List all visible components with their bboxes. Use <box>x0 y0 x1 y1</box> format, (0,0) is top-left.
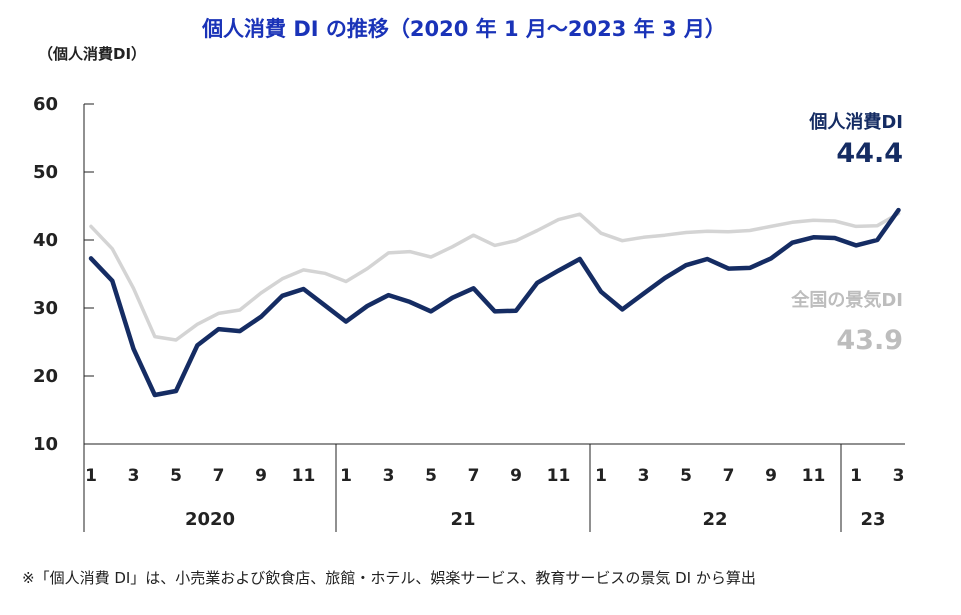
x-tick-label: 9 <box>765 466 777 486</box>
x-axis: 1 3 5 7 9 11 1 3 5 7 9 11 1 3 5 7 9 11 1 3 <box>85 466 904 486</box>
x-tick-label: 9 <box>510 466 522 486</box>
x-tick-label: 5 <box>170 466 182 486</box>
y-tick-label: 60 <box>33 94 58 115</box>
y-tick-label: 20 <box>33 366 58 387</box>
year-label: 21 <box>450 509 475 530</box>
x-tick-label: 7 <box>723 466 735 486</box>
series-line-personal-consumption <box>88 207 901 398</box>
series <box>88 207 901 398</box>
year-label: 2020 <box>185 509 235 530</box>
x-tick-label: 7 <box>468 466 480 486</box>
national-di-last-value: 43.9 <box>836 325 903 356</box>
personal-consumption-last-value: 44.4 <box>836 138 903 169</box>
x-tick-label: 11 <box>292 466 316 486</box>
x-tick-label: 1 <box>595 466 607 486</box>
y-tick-label: 10 <box>33 434 58 455</box>
personal-consumption-series-label: 個人消費DI <box>808 111 903 133</box>
y-tick-label: 30 <box>33 298 58 319</box>
x-tick-label: 11 <box>547 466 571 486</box>
x-tick-label: 1 <box>850 466 862 486</box>
year-label: 23 <box>860 509 885 530</box>
axes <box>83 104 905 532</box>
x-tick-label: 3 <box>383 466 395 486</box>
national-di-series-label: 全国の景気DI <box>790 289 903 311</box>
y-axis-unit-label: （個人消費DI） <box>38 45 146 63</box>
year-label: 22 <box>702 509 727 530</box>
year-axis: 2020 21 22 23 <box>185 444 886 532</box>
series-line-national-di <box>89 211 901 342</box>
x-tick-label: 5 <box>425 466 437 486</box>
x-tick-label: 3 <box>893 466 905 486</box>
x-tick-label: 3 <box>128 466 140 486</box>
x-tick-label: 9 <box>255 466 267 486</box>
footnote: ※「個人消費 DI」は、小売業および飲食店、旅館・ホテル、娯楽サービス、教育サー… <box>22 569 756 587</box>
x-tick-label: 7 <box>213 466 225 486</box>
x-tick-label: 3 <box>638 466 650 486</box>
x-tick-label: 11 <box>802 466 826 486</box>
y-axis: 60 50 40 30 20 10 <box>33 94 94 455</box>
x-tick-label: 1 <box>340 466 352 486</box>
y-tick-label: 40 <box>33 230 58 251</box>
chart-title: 個人消費 DI の推移（2020 年 1 月～2023 年 3 月） <box>201 17 726 41</box>
x-tick-label: 1 <box>85 466 97 486</box>
y-tick-label: 50 <box>33 162 58 183</box>
x-tick-label: 5 <box>680 466 692 486</box>
